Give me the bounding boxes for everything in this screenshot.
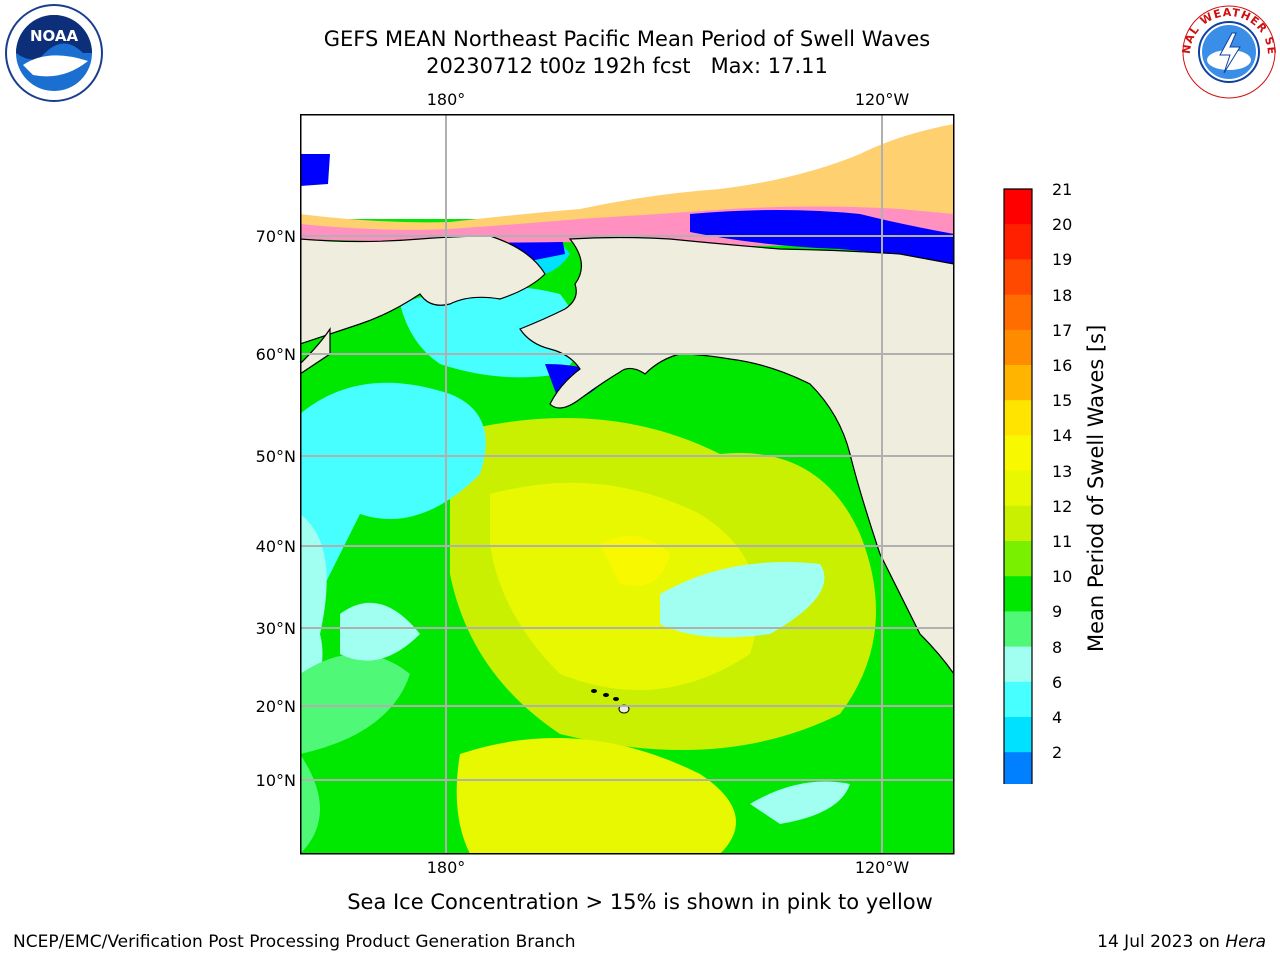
colorbar-swatch	[1004, 576, 1032, 612]
colorbar-swatch	[1004, 611, 1032, 648]
colorbar-swatch	[1004, 224, 1032, 260]
nws-logo: NATIONAL WEATHER SERVICE	[1180, 3, 1278, 101]
colorbar-label: Mean Period of Swell Waves [s]	[1084, 324, 1108, 652]
colorbar-tick-label: 10	[1052, 567, 1073, 587]
sea-ice-footnote: Sea Ice Concentration > 15% is shown in …	[347, 890, 933, 914]
colorbar-tick-label: 17	[1052, 320, 1073, 340]
colorbar-swatch	[1004, 329, 1032, 366]
colorbar-tick-label: 9	[1052, 602, 1063, 622]
title-line-1: GEFS MEAN Northeast Pacific Mean Period …	[323, 27, 931, 51]
swell-period-map	[300, 114, 955, 859]
colorbar-swatches	[1003, 188, 1033, 817]
colorbar-tick-label: 8	[1052, 637, 1063, 657]
colorbar-swatch	[1004, 752, 1032, 788]
colorbar-swatch	[1004, 400, 1032, 436]
swell-zone-8s-west	[300, 382, 486, 634]
colorbar-swatch	[1004, 189, 1032, 225]
colorbar-swatch	[1004, 435, 1032, 472]
title-line-2: 20230712 t00z 192h fcst Max: 17.11	[426, 54, 828, 78]
island-maui	[613, 697, 619, 701]
low-period-arctic-west	[300, 154, 330, 186]
swell-zone-13s-south	[456, 738, 736, 854]
lon-label-top-180: 180°	[426, 90, 466, 109]
island-oahu	[603, 693, 609, 697]
lat-label-60n: 60°N	[255, 345, 296, 364]
swell-zone-14s	[600, 536, 670, 586]
map-frame	[300, 114, 955, 855]
colorbar-tick-label: 12	[1052, 496, 1073, 516]
island-kauai	[591, 689, 597, 693]
lat-label-30n: 30°N	[255, 619, 296, 638]
svg-text:NOAA: NOAA	[30, 27, 79, 45]
colorbar-swatch	[1004, 470, 1032, 507]
colorbar-swatch	[1004, 294, 1032, 331]
colorbar-swatch	[1004, 541, 1032, 577]
lat-label-10n: 10°N	[255, 771, 296, 790]
colorbar-tick-label: 20	[1052, 215, 1073, 235]
colorbar-swatch	[1004, 646, 1032, 683]
swell-zone-9s-se	[750, 781, 850, 824]
chart-title: GEFS MEAN Northeast Pacific Mean Period …	[0, 26, 1254, 80]
credit-left: NCEP/EMC/Verification Post Processing Pr…	[13, 932, 576, 952]
colorbar-tick-label: 13	[1052, 461, 1073, 481]
colorbar-swatch	[1004, 365, 1032, 401]
colorbar-tick-label: 21	[1052, 180, 1073, 199]
lat-label-70n: 70°N	[255, 227, 296, 246]
land-chukotka	[300, 235, 546, 345]
swell-zone-13s	[490, 482, 759, 690]
noaa-logo: NOAA	[3, 3, 105, 103]
colorbar-tick-label: 2	[1052, 743, 1063, 763]
colorbar-tick-label: 19	[1052, 250, 1073, 270]
lon-label-bottom-120w: 120°W	[854, 858, 910, 877]
colorbar-tick-label: 16	[1052, 356, 1073, 375]
colorbar-tick-label: 11	[1052, 532, 1073, 551]
colorbar-tick-label: 15	[1052, 391, 1073, 411]
swell-zone-9s-mid	[340, 602, 420, 661]
colorbar-swatch	[1004, 259, 1032, 296]
colorbar-swatch	[1004, 505, 1032, 542]
credit-host: Hera	[1225, 932, 1266, 952]
credit-right: 14 Jul 2023 on Hera	[1097, 932, 1266, 952]
lon-label-top-120w: 120°W	[854, 90, 910, 109]
swell-zone-9s-central	[660, 562, 825, 638]
lat-label-50n: 50°N	[255, 447, 296, 466]
colorbar-tick-label: 6	[1052, 672, 1063, 692]
colorbar-swatch	[1004, 681, 1032, 718]
credit-date: 14 Jul 2023 on	[1097, 932, 1226, 952]
colorbar-tick-label: 14	[1052, 426, 1073, 446]
lat-label-40n: 40°N	[255, 537, 296, 556]
colorbar	[1003, 188, 1035, 817]
swell-zone-10s-west	[300, 654, 410, 754]
land-north-america	[519, 236, 954, 676]
colorbar-swatch	[1004, 717, 1032, 753]
lon-label-bottom-180: 180°	[426, 858, 466, 877]
colorbar-tick-label: 18	[1052, 285, 1073, 305]
lat-label-20n: 20°N	[255, 697, 296, 716]
colorbar-tick-label: 4	[1052, 708, 1063, 727]
graticule	[300, 114, 954, 854]
